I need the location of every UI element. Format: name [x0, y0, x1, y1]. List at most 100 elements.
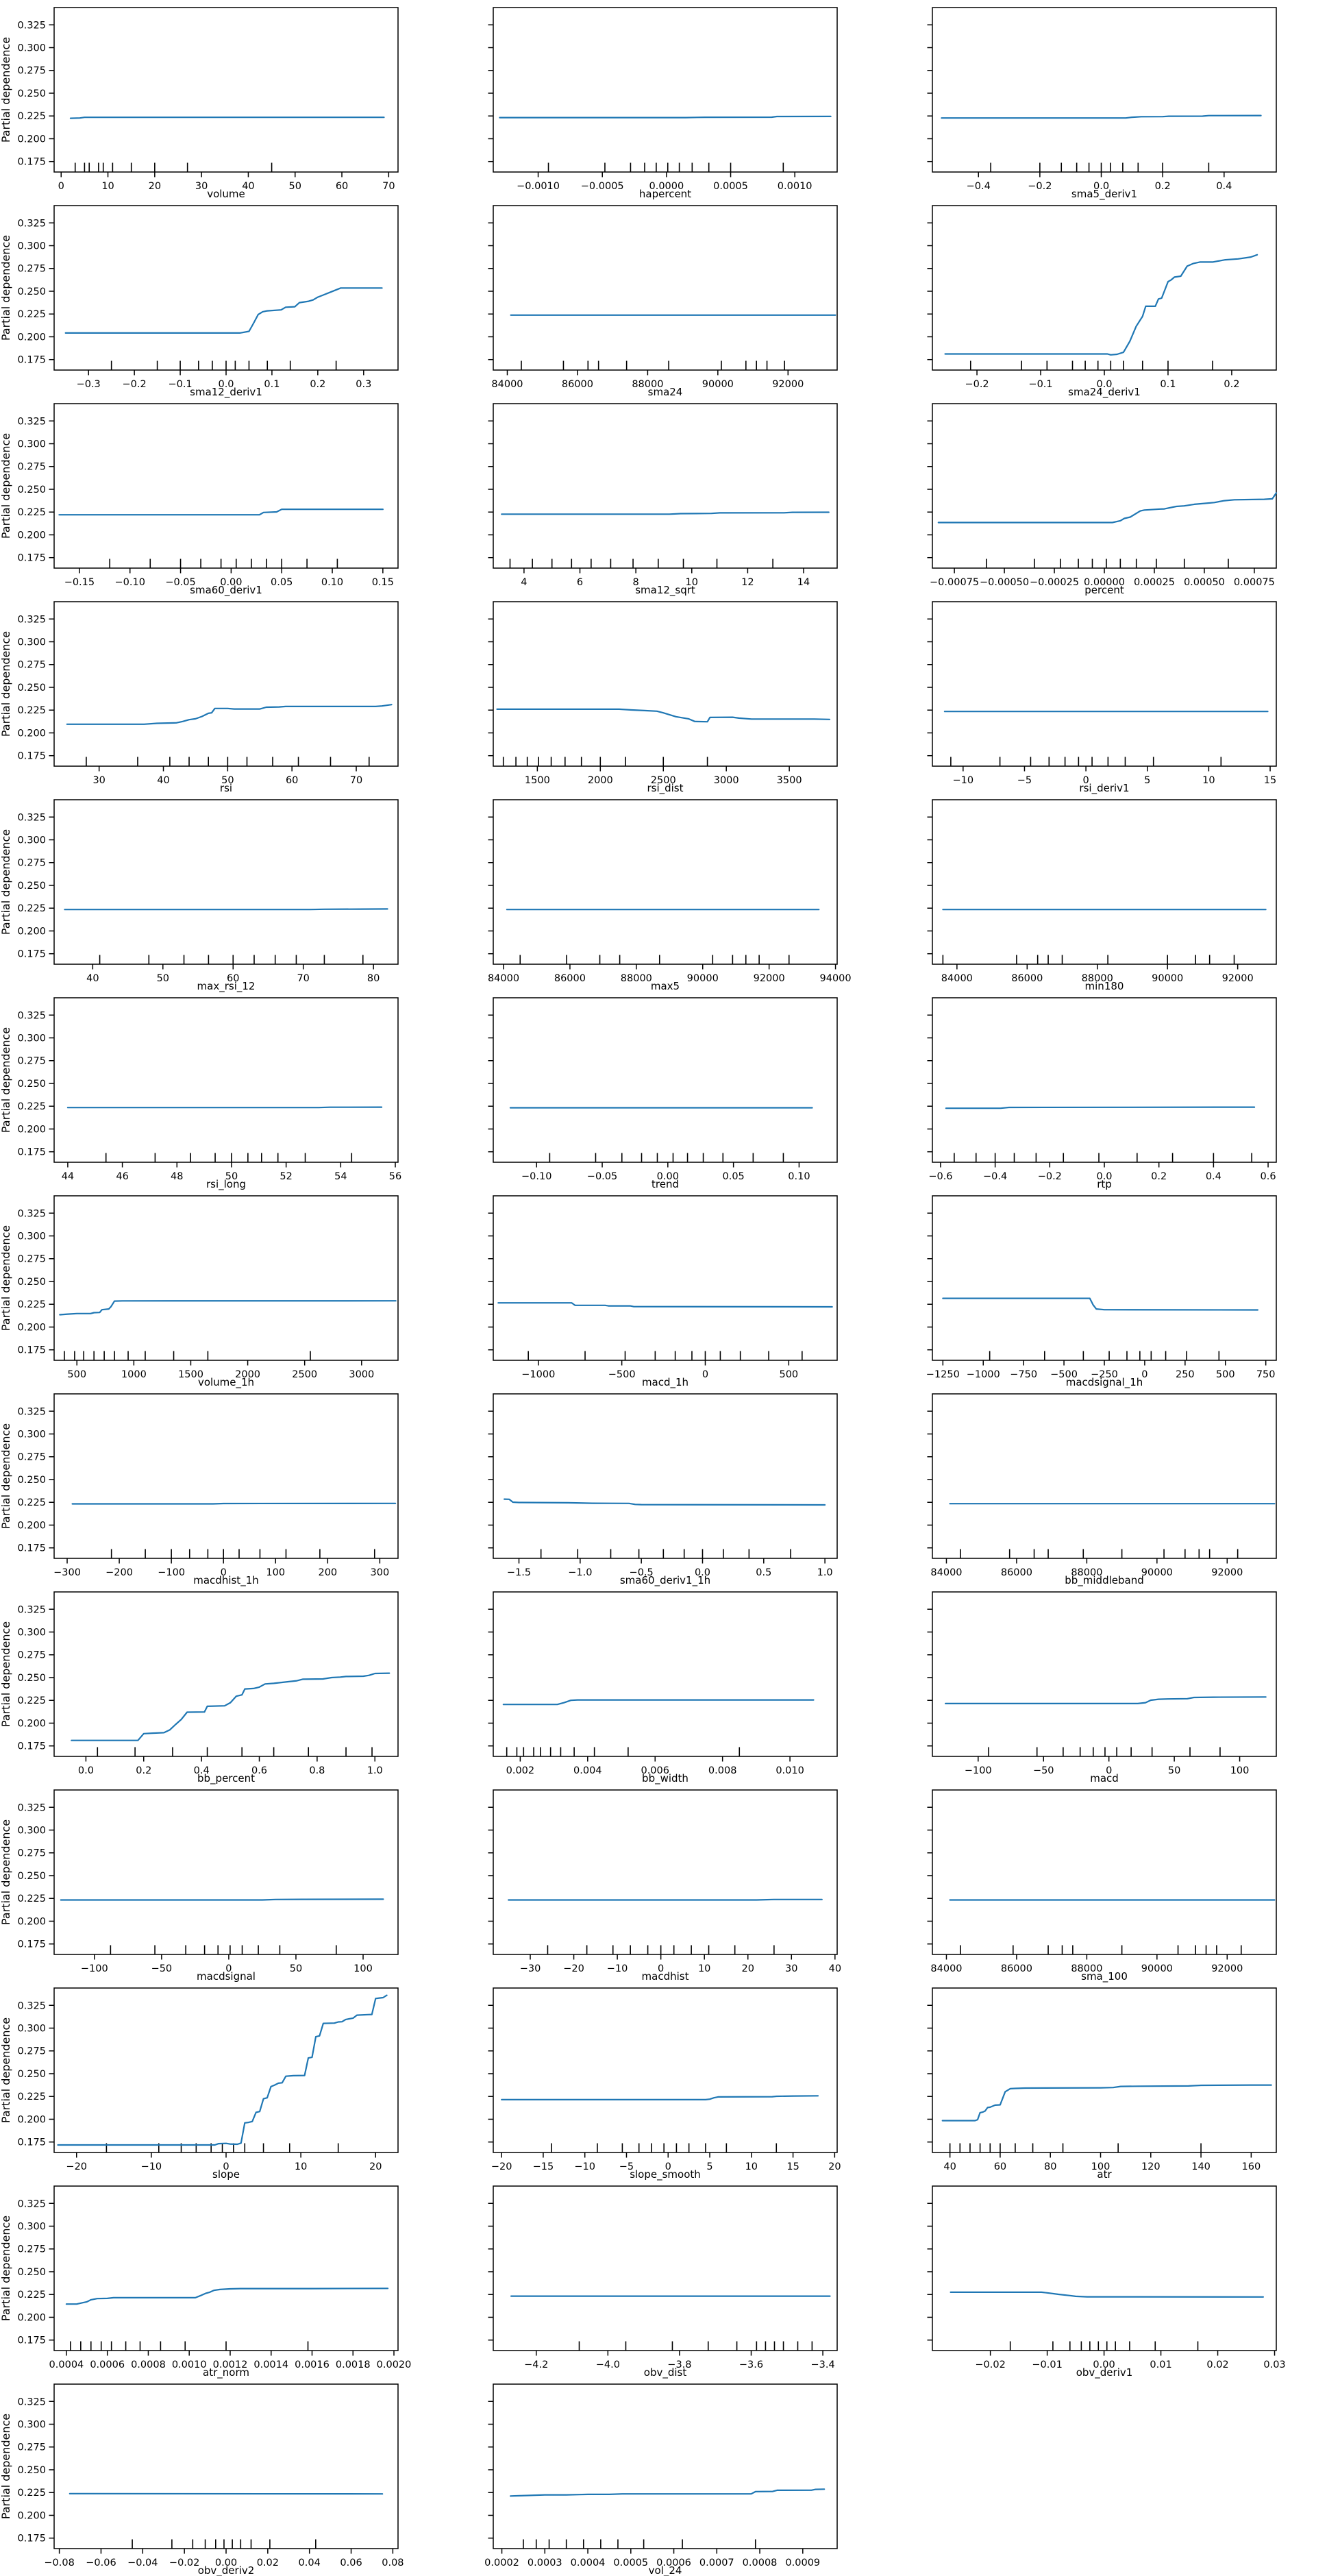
- y-axis-label: Partial dependence: [0, 1225, 12, 1331]
- x-tick-label: −500: [1050, 1369, 1078, 1380]
- rug-marks: [109, 559, 338, 568]
- y-tick-label: 0.250: [17, 1871, 46, 1882]
- x-tick-label: 0.0: [695, 1567, 710, 1578]
- x-tick-label: 0.6: [251, 1765, 267, 1776]
- y-tick-label: 0.175: [17, 2137, 46, 2148]
- pdp-subplot-obv_deriv2: 0.175 0.200 0.225 0.250 0.275 0.300 0.325 Parti…: [0, 2383, 404, 2576]
- x-tick-label: −15: [533, 2161, 554, 2172]
- axes-frame: [53, 601, 399, 767]
- y-tick-label: 0.200: [17, 134, 46, 145]
- x-tick-label: 100: [1091, 2161, 1111, 2172]
- rug-marks: [969, 360, 1213, 370]
- x-tick-label: 100: [353, 1963, 373, 1974]
- axes-frame: [493, 997, 838, 1163]
- x-tick-label: 0.03: [1263, 2359, 1285, 2370]
- axes-frame: [932, 205, 1277, 371]
- feature-label: slope_smooth: [630, 2168, 701, 2181]
- x-tick-label: −3.6: [739, 2359, 763, 2370]
- pd-line: [950, 2291, 1265, 2298]
- x-tick-label: 0: [665, 2161, 671, 2172]
- x-tick-label: −0.2: [1038, 1171, 1062, 1182]
- x-tick-label: 1500: [525, 775, 550, 786]
- pd-line: [942, 1297, 1259, 1311]
- x-tick-label: 0.006: [641, 1765, 669, 1776]
- x-tick-label: −300: [53, 1567, 81, 1578]
- feature-label: atr: [1097, 2168, 1112, 2181]
- x-tick-label: 0.0009: [785, 2557, 820, 2568]
- x-tick-label: 0.2: [1224, 379, 1239, 390]
- pd-line: [941, 114, 1262, 119]
- pdp-subplot-volume: 0.175 0.200 0.225 0.250 0.275 0.300 0.325 Parti…: [0, 7, 399, 200]
- y-tick-label: 0.225: [17, 903, 46, 914]
- y-tick-label: 0.300: [17, 1628, 46, 1639]
- axes-frame: [53, 7, 399, 173]
- x-tick-label: 5: [1144, 775, 1150, 786]
- x-tick-label: −3.8: [667, 2359, 691, 2370]
- x-tick-label: 750: [1256, 1369, 1276, 1380]
- x-tick-label: 0.00025: [1134, 577, 1175, 588]
- x-tick-label: 86000: [1011, 973, 1043, 984]
- x-tick-label: −100: [81, 1963, 108, 1974]
- x-tick-label: 0.1: [1160, 379, 1176, 390]
- x-tick-label: 56: [389, 1171, 401, 1182]
- x-tick-label: 30: [785, 1963, 797, 1974]
- y-tick-label: 0.275: [17, 264, 46, 275]
- x-tick-label: 0.0: [218, 379, 234, 390]
- y-tick-label: 0.250: [17, 1277, 46, 1288]
- x-tick-label: 80: [367, 973, 380, 984]
- axes-frame: [53, 403, 399, 569]
- x-tick-label: 0.010: [776, 1765, 804, 1776]
- pd-line: [937, 492, 1278, 524]
- axes-frame: [932, 601, 1277, 767]
- x-tick-label: 0.002: [506, 1765, 535, 1776]
- y-tick-label: 0.225: [17, 2488, 46, 2499]
- x-tick-label: −10: [574, 2161, 595, 2172]
- x-tick-label: 0.0000: [649, 181, 684, 192]
- pdp-subplot-atr_norm: 0.175 0.200 0.225 0.250 0.275 0.300 0.325 Parti…: [0, 2185, 412, 2379]
- y-tick-label: 0.325: [17, 2198, 46, 2209]
- rug-marks: [70, 2341, 309, 2351]
- axes-frame: [53, 997, 399, 1163]
- pd-line: [66, 1106, 383, 1109]
- y-tick-label: 0.300: [17, 1430, 46, 1440]
- y-tick-label: 0.275: [17, 1452, 46, 1463]
- rug-marks: [540, 1549, 791, 1558]
- x-tick-label: −3.4: [810, 2359, 834, 2370]
- rug-marks: [97, 1747, 373, 1756]
- x-tick-label: 0.05: [271, 577, 293, 588]
- pd-line: [64, 287, 383, 334]
- feature-label: min180: [1085, 980, 1124, 992]
- x-tick-label: 60: [227, 973, 239, 984]
- x-tick-label: 40: [829, 1963, 841, 1974]
- pdp-subplot-max_rsi_12: 0.175 0.200 0.225 0.250 0.275 0.300 0.325 Parti…: [0, 799, 399, 993]
- x-tick-label: 10: [745, 2161, 758, 2172]
- axes-frame: [932, 1393, 1277, 1559]
- x-tick-label: −5: [1017, 775, 1032, 786]
- x-tick-label: 88000: [1071, 1963, 1102, 1974]
- x-tick-label: 52: [280, 1171, 292, 1182]
- pd-line: [503, 1498, 826, 1506]
- pd-line: [59, 1300, 397, 1316]
- pdp-subplot-vol_24: 0.0002 0.0003 0.0004 0.0005 0.0006 0.0007 0.00…: [484, 2383, 838, 2576]
- x-tick-label: −0.0010: [517, 181, 560, 192]
- x-tick-label: 40: [157, 775, 169, 786]
- y-tick-label: 0.325: [17, 1208, 46, 1219]
- feature-label: max5: [651, 980, 680, 992]
- axes-frame: [53, 2185, 399, 2351]
- x-tick-label: 0.0012: [213, 2359, 248, 2370]
- y-tick-label: 0.325: [17, 2000, 46, 2011]
- x-tick-label: 10: [698, 1963, 710, 1974]
- y-tick-label: 0.175: [17, 2534, 46, 2544]
- feature-label: bb_middleband: [1065, 1574, 1144, 1587]
- x-tick-label: −5: [619, 2161, 634, 2172]
- rug-marks: [988, 1747, 1221, 1756]
- x-tick-label: 40: [943, 2161, 956, 2172]
- x-tick-label: 0.0020: [377, 2359, 412, 2370]
- x-tick-label: 0.4: [194, 1765, 210, 1776]
- x-tick-label: 0.2: [1155, 181, 1171, 192]
- y-tick-label: 0.325: [17, 416, 46, 427]
- rug-marks: [949, 2143, 1202, 2152]
- x-tick-label: 0.00: [220, 577, 242, 588]
- y-tick-label: 0.200: [17, 1520, 46, 1531]
